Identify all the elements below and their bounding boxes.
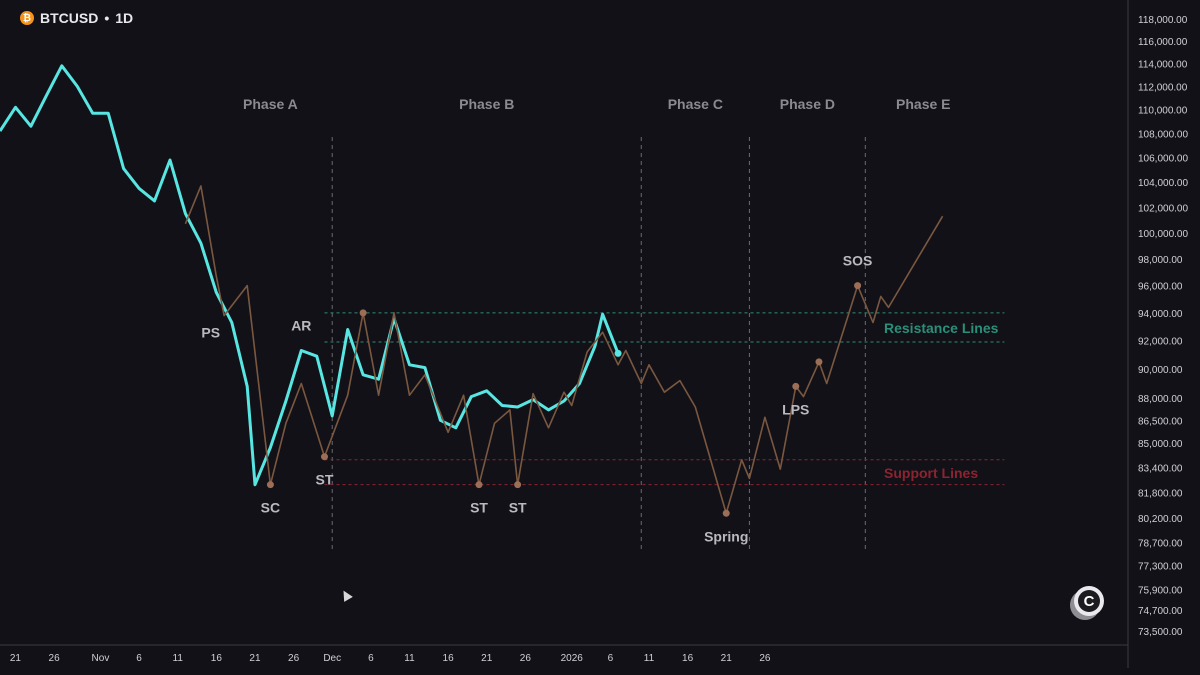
y-tick-label: 78,700.00 (1138, 538, 1183, 549)
y-tick-label: 102,000.00 (1138, 203, 1188, 214)
phase-label: Phase C (668, 96, 723, 112)
x-tick-label: 11 (644, 653, 655, 664)
x-tick-label: 2026 (561, 653, 584, 664)
x-tick-label: Dec (323, 653, 341, 664)
event-label: SC (261, 500, 280, 516)
x-tick-label: Nov (92, 653, 110, 664)
y-tick-label: 92,000.00 (1138, 337, 1183, 348)
y-tick-label: 118,000.00 (1138, 15, 1188, 26)
separator-dot: • (104, 10, 110, 26)
y-tick-label: 98,000.00 (1138, 255, 1183, 266)
x-tick-label: 26 (49, 653, 61, 664)
x-tick-label: 26 (520, 653, 532, 664)
x-tick-label: 21 (10, 653, 22, 664)
x-tick-label: 26 (759, 653, 771, 664)
y-tick-label: 114,000.00 (1138, 59, 1188, 70)
x-tick-label: 11 (173, 653, 184, 664)
phase-label: Phase B (459, 96, 514, 112)
x-tick-label: 11 (404, 653, 415, 664)
y-tick-label: 86,500.00 (1138, 416, 1183, 427)
event-dot (792, 382, 800, 390)
event-label: ST (470, 500, 488, 516)
symbol-header[interactable]: ₿ BTCUSD • 1D (20, 10, 133, 26)
x-tick-label: 6 (608, 653, 614, 664)
event-label: SOS (843, 253, 873, 269)
y-tick-label: 106,000.00 (1138, 154, 1188, 165)
last-price-dot (614, 349, 622, 357)
y-tick-label: 83,400.00 (1138, 464, 1183, 475)
event-label: ST (316, 472, 334, 488)
y-tick-label: 94,000.00 (1138, 309, 1183, 320)
event-dot (854, 282, 862, 290)
phase-label: Phase A (243, 96, 298, 112)
y-tick-label: 96,000.00 (1138, 282, 1183, 293)
support-label: Support Lines (884, 465, 978, 481)
event-label: ST (509, 500, 527, 516)
phase-label: Phase E (896, 96, 950, 112)
wyckoff-schematic-line (184, 185, 944, 515)
y-tick-label: 73,500.00 (1138, 627, 1183, 638)
phase-label: Phase D (780, 96, 835, 112)
x-tick-label: 16 (443, 653, 455, 664)
y-tick-label: 116,000.00 (1138, 37, 1188, 48)
x-tick-label: 21 (249, 653, 261, 664)
x-tick-label: 6 (136, 653, 142, 664)
y-tick-label: 81,800.00 (1138, 489, 1183, 500)
event-label: Spring (704, 528, 748, 544)
event-label: LPS (782, 401, 809, 417)
event-label: PS (201, 325, 220, 341)
x-tick-label: 26 (288, 653, 300, 664)
y-tick-label: 85,000.00 (1138, 439, 1183, 450)
event-dot (722, 509, 730, 517)
event-dot (320, 453, 328, 461)
x-tick-label: 21 (721, 653, 733, 664)
y-tick-label: 75,900.00 (1138, 585, 1183, 596)
y-tick-label: 112,000.00 (1138, 82, 1188, 93)
y-tick-label: 90,000.00 (1138, 365, 1183, 376)
y-tick-label: 104,000.00 (1138, 178, 1188, 189)
y-tick-label: 74,700.00 (1138, 606, 1183, 617)
bitcoin-icon: ₿ (20, 11, 34, 25)
y-tick-label: 100,000.00 (1138, 229, 1188, 240)
event-dot (475, 481, 483, 489)
event-label: AR (291, 318, 311, 334)
event-dot (815, 358, 823, 366)
event-dot (266, 481, 274, 489)
y-tick-label: 80,200.00 (1138, 514, 1183, 525)
event-dot (514, 481, 522, 489)
event-dot (359, 309, 367, 317)
interval-label: 1D (115, 10, 134, 26)
symbol-label: BTCUSD (40, 10, 99, 26)
price-series-line (0, 64, 620, 487)
x-tick-label: 21 (481, 653, 493, 664)
resistance-label: Resistance Lines (884, 320, 999, 336)
x-tick-label: 16 (682, 653, 694, 664)
y-tick-label: 88,000.00 (1138, 394, 1183, 405)
brand-logo-icon: C (1074, 586, 1104, 616)
x-tick-label: 16 (211, 653, 223, 664)
y-tick-label: 110,000.00 (1138, 106, 1188, 117)
x-tick-label: 6 (368, 653, 374, 664)
y-tick-label: 108,000.00 (1138, 129, 1188, 140)
y-tick-label: 77,300.00 (1138, 562, 1183, 573)
